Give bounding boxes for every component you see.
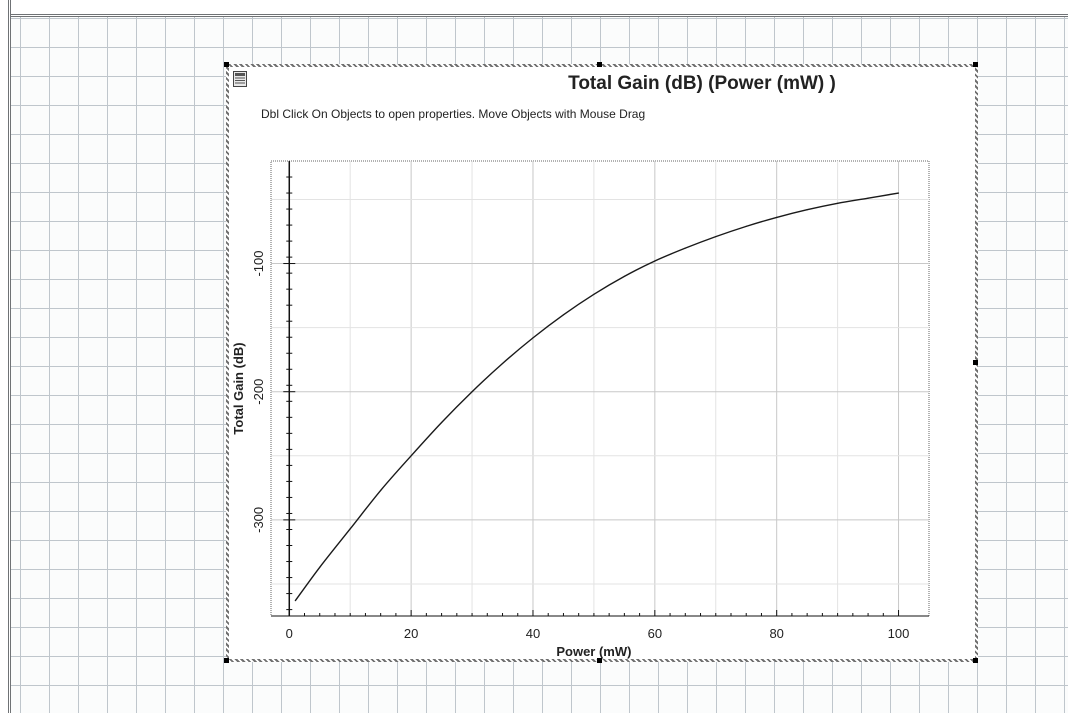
data-point xyxy=(532,337,534,339)
x-tick-label: 40 xyxy=(526,626,540,641)
y-axis-title: Total Gain (dB) xyxy=(231,342,246,434)
resize-handle-top-middle[interactable] xyxy=(597,62,602,67)
resize-handle-middle-right[interactable] xyxy=(973,360,978,365)
data-point xyxy=(776,216,778,218)
x-tick-label: 80 xyxy=(769,626,783,641)
data-point xyxy=(410,455,412,457)
data-point xyxy=(806,209,808,211)
data-point xyxy=(715,236,717,238)
resize-handle-bottom-left[interactable] xyxy=(224,658,229,663)
data-point xyxy=(745,225,747,227)
instructions-text: Dbl Click On Objects to open properties.… xyxy=(261,107,646,121)
resize-handle-bottom-middle[interactable] xyxy=(597,658,602,663)
x-tick-label: 20 xyxy=(404,626,418,641)
data-point xyxy=(623,275,625,277)
resize-handle-top-left[interactable] xyxy=(224,62,229,67)
data-point xyxy=(867,197,869,199)
resize-handle-bottom-right[interactable] xyxy=(973,658,978,663)
data-point xyxy=(562,314,565,316)
data-point xyxy=(294,600,296,602)
window-left-edge xyxy=(0,0,11,713)
data-point xyxy=(837,202,839,204)
chart-title: Total Gain (dB) (Power (mW) ) xyxy=(568,73,836,94)
data-point xyxy=(684,247,686,249)
data-point xyxy=(897,192,900,194)
y-tick-label: -100 xyxy=(251,251,266,277)
x-tick-label: 0 xyxy=(286,626,293,641)
data-point xyxy=(319,566,321,568)
x-axis-title: Power (mW) xyxy=(556,644,631,659)
plot-area xyxy=(270,160,930,617)
data-point xyxy=(440,421,443,424)
y-tick-label: -200 xyxy=(251,379,266,405)
x-tick-label: 100 xyxy=(888,626,910,641)
data-point xyxy=(471,391,473,393)
chart-window-icon[interactable] xyxy=(233,71,247,87)
data-point xyxy=(380,489,382,491)
window-top-edge xyxy=(0,0,1068,17)
data-point xyxy=(501,362,504,365)
x-tick-label: 60 xyxy=(648,626,662,641)
y-tick-label: -300 xyxy=(251,507,266,533)
data-point xyxy=(349,528,351,530)
data-point xyxy=(654,260,656,262)
data-point xyxy=(593,293,595,295)
chart-window[interactable]: Total Gain (dB) (Power (mW) ) Dbl Click … xyxy=(226,64,978,662)
resize-handle-top-right[interactable] xyxy=(973,62,978,67)
